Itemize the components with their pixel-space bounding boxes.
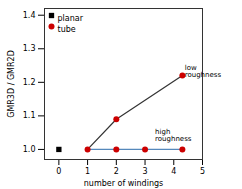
svg-text:1.0: 1.0 [23, 145, 36, 154]
svg-text:planar: planar [58, 14, 84, 23]
svg-text:0: 0 [56, 167, 61, 176]
svg-text:1.4: 1.4 [23, 11, 36, 20]
svg-text:lowroughness: lowroughness [185, 64, 222, 79]
svg-text:1.2: 1.2 [23, 78, 36, 87]
svg-text:number of windings: number of windings [84, 179, 163, 188]
svg-text:3: 3 [142, 167, 147, 176]
svg-text:4: 4 [171, 167, 176, 176]
svg-text:1.1: 1.1 [23, 111, 36, 120]
svg-text:highroughness: highroughness [155, 128, 192, 143]
svg-text:2: 2 [114, 167, 119, 176]
svg-text:GMR3D / GMR2D: GMR3D / GMR2D [7, 50, 16, 118]
svg-text:tube: tube [58, 25, 76, 34]
svg-text:1: 1 [85, 167, 90, 176]
svg-text:5: 5 [200, 167, 205, 176]
svg-text:1.3: 1.3 [23, 44, 36, 53]
